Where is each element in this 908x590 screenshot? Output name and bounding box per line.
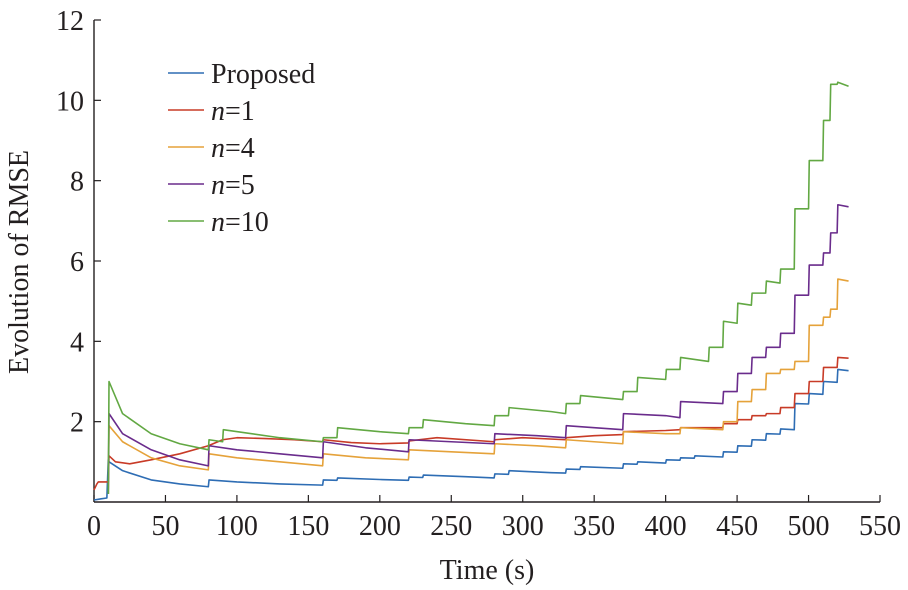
x-tick-label: 350 bbox=[573, 511, 615, 542]
series-line-2 bbox=[107, 278, 849, 494]
series-line-0 bbox=[93, 368, 849, 501]
legend-label-var: n bbox=[211, 133, 225, 164]
x-tick-label: 100 bbox=[216, 511, 258, 542]
series-lines bbox=[93, 81, 849, 501]
legend-label-var: n bbox=[211, 96, 225, 127]
y-tick-label: 6 bbox=[70, 247, 84, 278]
x-tick-label: 250 bbox=[430, 511, 472, 542]
y-axis-ticks: 2 4 6 8 10 12 bbox=[56, 6, 101, 439]
y-tick-label: 2 bbox=[70, 408, 84, 439]
legend-label-value: =10 bbox=[225, 207, 269, 238]
x-tick-label: 200 bbox=[359, 511, 401, 542]
legend-label-var: n bbox=[211, 207, 225, 238]
legend-label-value: =1 bbox=[225, 96, 255, 127]
x-tick-label: 400 bbox=[645, 511, 687, 542]
legend-label-value: =5 bbox=[225, 170, 255, 201]
x-tick-label: 0 bbox=[87, 511, 101, 542]
legend-label-2: n=4 bbox=[211, 133, 255, 164]
plot-area: 0 50 100 150 200 250 300 350 400 450 500 550 2 4 6 8 10… bbox=[56, 6, 901, 542]
legend-label-value: Proposed bbox=[211, 59, 315, 90]
x-tick-label: 550 bbox=[859, 511, 901, 542]
series-line-4 bbox=[107, 81, 849, 494]
x-axis-label: Time (s) bbox=[440, 555, 535, 586]
legend-label-0: Proposed bbox=[211, 59, 315, 90]
y-axis-label: Evolution of RMSE bbox=[4, 150, 35, 374]
legend-label-value: =4 bbox=[225, 133, 255, 164]
legend-label-1: n=1 bbox=[211, 96, 255, 127]
legend-label-4: n=10 bbox=[211, 207, 269, 238]
y-tick-label: 8 bbox=[70, 167, 84, 198]
y-tick-label: 4 bbox=[70, 327, 84, 358]
y-tick-label: 10 bbox=[56, 86, 84, 117]
x-tick-label: 50 bbox=[151, 511, 179, 542]
x-axis-ticks: 0 50 100 150 200 250 300 350 400 450 500 550 bbox=[87, 495, 901, 542]
legend-label-var: n bbox=[211, 170, 225, 201]
x-tick-label: 450 bbox=[716, 511, 758, 542]
x-tick-label: 500 bbox=[788, 511, 830, 542]
series-line-3 bbox=[107, 203, 849, 494]
x-tick-label: 300 bbox=[502, 511, 544, 542]
legend-label-3: n=5 bbox=[211, 170, 255, 201]
y-tick-label: 12 bbox=[56, 6, 84, 37]
x-tick-label: 150 bbox=[287, 511, 329, 542]
